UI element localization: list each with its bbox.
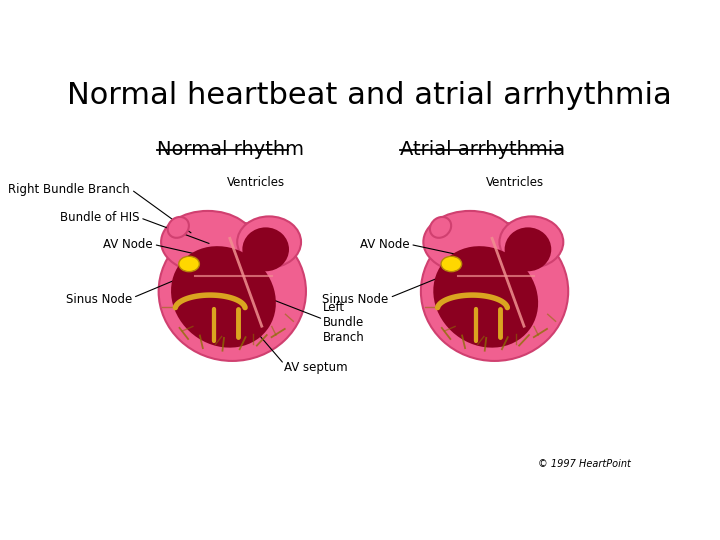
Text: Left
Bundle
Branch: Left Bundle Branch xyxy=(323,301,365,344)
Ellipse shape xyxy=(171,246,276,348)
Ellipse shape xyxy=(421,222,568,361)
Text: AV septum: AV septum xyxy=(284,361,348,374)
Text: AV Node: AV Node xyxy=(359,238,409,251)
Text: Atrium: Atrium xyxy=(471,320,510,333)
Ellipse shape xyxy=(243,227,289,271)
Text: © 1997 HeartPoint: © 1997 HeartPoint xyxy=(539,459,631,469)
Text: Atrium: Atrium xyxy=(209,320,248,333)
Ellipse shape xyxy=(433,246,538,348)
Text: Sinus Node: Sinus Node xyxy=(66,293,132,306)
Ellipse shape xyxy=(237,217,301,268)
Ellipse shape xyxy=(158,222,306,361)
Ellipse shape xyxy=(423,211,517,273)
Circle shape xyxy=(441,256,462,272)
Text: Normal heartbeat and atrial arrhythmia: Normal heartbeat and atrial arrhythmia xyxy=(67,82,671,111)
Text: Bundle of HIS: Bundle of HIS xyxy=(60,211,139,224)
Text: Ventricles: Ventricles xyxy=(486,176,544,188)
Text: Atrial arrhythmia: Atrial arrhythmia xyxy=(400,140,564,159)
Text: AV Node: AV Node xyxy=(103,238,153,251)
Text: Ventricles: Ventricles xyxy=(228,176,285,188)
Ellipse shape xyxy=(161,211,254,273)
Text: Sinus Node: Sinus Node xyxy=(323,293,389,306)
Circle shape xyxy=(179,256,199,272)
Ellipse shape xyxy=(168,217,189,238)
Ellipse shape xyxy=(430,217,451,238)
Text: Normal rhythm: Normal rhythm xyxy=(157,140,304,159)
Ellipse shape xyxy=(500,217,563,268)
Ellipse shape xyxy=(505,227,552,271)
Text: Right Bundle Branch: Right Bundle Branch xyxy=(9,183,130,196)
